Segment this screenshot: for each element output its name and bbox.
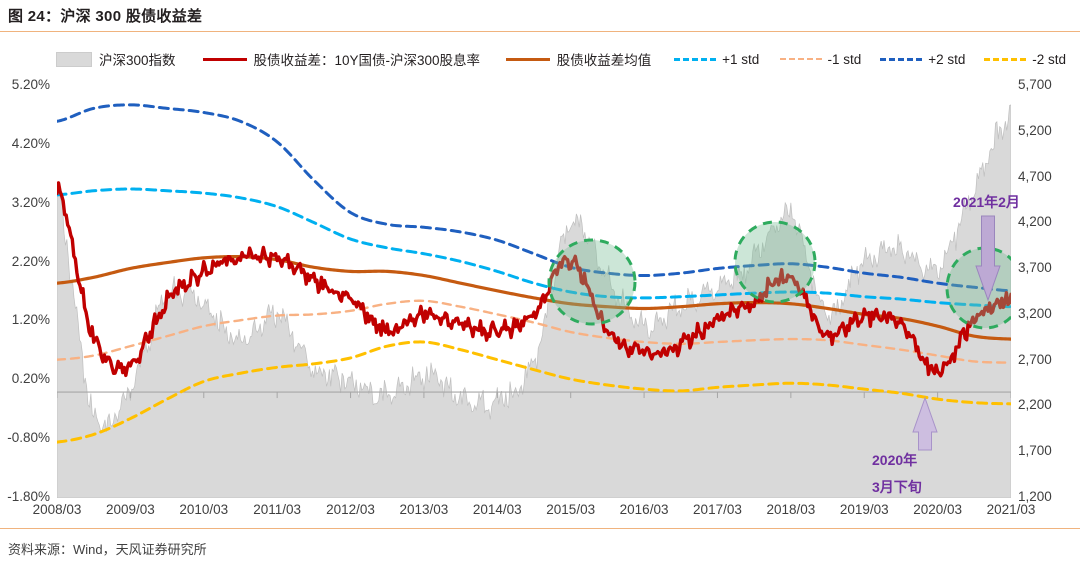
x-axis-tick: 2013/03 bbox=[399, 502, 449, 517]
legend-item-plus2std[interactable]: +2 std bbox=[880, 52, 965, 67]
series--2-std bbox=[57, 340, 1011, 444]
y-axis-left-tick: 3.20% bbox=[11, 194, 50, 210]
legend-label: +1 std bbox=[722, 51, 760, 67]
arrow-up-icon bbox=[912, 396, 938, 451]
dashed-line-swatch-icon bbox=[984, 57, 1027, 61]
series-+2-std bbox=[57, 103, 1011, 293]
series-股债收益差均值 bbox=[57, 255, 1011, 341]
area-swatch-icon bbox=[56, 51, 92, 67]
highlight-circle-peak-2015 bbox=[547, 238, 637, 326]
y-axis-right-tick: 4,200 bbox=[1018, 214, 1052, 230]
legend-label: 股债收益差：10Y国债-沪深300股息率 bbox=[253, 53, 481, 68]
annotation-mar-2020-line1: 2020年 bbox=[872, 452, 918, 468]
annotation-feb-2021: 2021年2月 bbox=[953, 194, 1020, 210]
chart-plot-area bbox=[57, 86, 1011, 498]
x-axis-tick: 2008/03 bbox=[32, 502, 82, 517]
series--1-std bbox=[57, 299, 1011, 364]
x-axis-tick: 2020/03 bbox=[913, 502, 963, 517]
legend-label: 沪深300指数 bbox=[99, 53, 176, 68]
arrow-down-icon bbox=[975, 215, 1001, 302]
x-axis-tick: 2012/03 bbox=[326, 502, 375, 517]
x-axis-tick: 2017/03 bbox=[693, 502, 742, 517]
dashed-line-swatch-icon bbox=[880, 57, 923, 61]
y-axis-right-tick: 3,700 bbox=[1018, 260, 1052, 276]
y-axis-left-tick: 0.20% bbox=[11, 371, 50, 387]
line-swatch-icon bbox=[202, 57, 247, 61]
legend-label: -1 std bbox=[827, 51, 862, 67]
x-axis-tick: 2015/03 bbox=[546, 502, 596, 517]
y-axis-left-tick: 5.20% bbox=[11, 77, 50, 92]
highlight-circle-peak-2018 bbox=[733, 220, 817, 304]
divider-top bbox=[0, 31, 1080, 32]
x-axis-tick: 2019/03 bbox=[839, 502, 889, 517]
series-spread bbox=[57, 181, 1011, 378]
x-axis-tick: 2011/03 bbox=[253, 502, 302, 517]
x-axis-tick: 2010/03 bbox=[179, 502, 229, 517]
dashed-line-swatch-icon bbox=[674, 57, 717, 61]
y-axis-left-tick: 2.20% bbox=[11, 253, 50, 269]
y-axis-left-tick: -0.80% bbox=[7, 430, 50, 446]
series-+1-std bbox=[57, 187, 1011, 309]
legend-item-spread[interactable]: 股债收益差：10Y国债-沪深300股息率 bbox=[202, 49, 481, 69]
x-axis-tick: 2018/03 bbox=[766, 502, 816, 517]
y-axis-right-tick: 2,700 bbox=[1018, 351, 1052, 367]
legend-item-plus1std[interactable]: +1 std bbox=[674, 52, 759, 67]
legend-item-minus1std[interactable]: -1 std bbox=[779, 51, 862, 67]
y-axis-right-tick: 5,700 bbox=[1018, 77, 1052, 92]
chart-legend: 沪深300指数 股债收益差：10Y国债-沪深300股息率 股债收益差均值 +1 … bbox=[56, 48, 1066, 70]
x-axis-tick: 2014/03 bbox=[472, 502, 522, 517]
x-axis-tick: 2016/03 bbox=[619, 502, 669, 517]
legend-label: -2 std bbox=[1032, 51, 1066, 67]
y-axis-right-tick: 1,700 bbox=[1018, 443, 1052, 459]
legend-item-mean[interactable]: 股债收益差均值 bbox=[505, 49, 652, 69]
legend-label: 股债收益差均值 bbox=[556, 53, 652, 68]
y-axis-left-tick: 1.20% bbox=[11, 312, 50, 328]
y-axis-right-tick: 1,200 bbox=[1018, 489, 1052, 504]
x-axis-tick: 2009/03 bbox=[105, 502, 155, 517]
y-axis-right-tick: 4,700 bbox=[1018, 168, 1052, 184]
y-axis-right-tick: 2,200 bbox=[1018, 397, 1052, 413]
source-note: 资料来源：Wind，天风证券研究所 bbox=[8, 542, 207, 557]
annotation-mar-2020-line2: 3月下旬 bbox=[872, 479, 922, 495]
legend-item-index[interactable]: 沪深300指数 bbox=[56, 49, 176, 69]
chart-svg bbox=[57, 103, 1011, 498]
y-axis-left-tick: 4.20% bbox=[11, 135, 50, 151]
y-axis-left-tick: -1.80% bbox=[7, 489, 50, 504]
line-swatch-icon bbox=[505, 57, 550, 61]
y-axis-right-tick: 3,200 bbox=[1018, 305, 1052, 321]
y-axis-right-tick: 5,200 bbox=[1018, 122, 1052, 138]
divider-bottom bbox=[0, 528, 1080, 529]
x-axis-tick: 2021/03 bbox=[986, 502, 1036, 517]
page-title: 图 24：沪深 300 股债收益差 bbox=[8, 8, 203, 25]
legend-label: +2 std bbox=[928, 51, 966, 67]
index-area bbox=[57, 104, 1011, 498]
dashed-line-swatch-icon bbox=[779, 58, 822, 60]
legend-item-minus2std[interactable]: -2 std bbox=[984, 52, 1066, 67]
